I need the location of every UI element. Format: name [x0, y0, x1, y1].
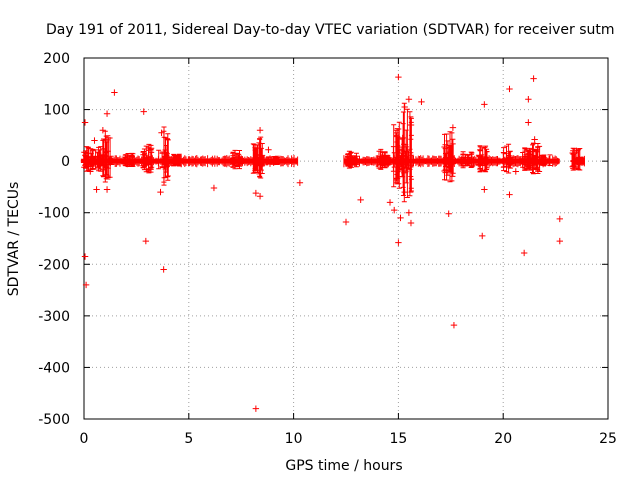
data-point: [256, 193, 264, 200]
y-tick-label: 0: [61, 154, 70, 170]
data-burst: [265, 155, 281, 165]
data-burst: [229, 149, 244, 170]
data-point: [525, 96, 532, 103]
data-point: [342, 218, 350, 226]
x-tick-label: 10: [285, 431, 303, 447]
data-burst: [250, 136, 266, 179]
data-burst: [170, 153, 185, 167]
y-tick-label: -200: [38, 257, 70, 273]
data-burst: [399, 102, 414, 203]
y-tick-label: 200: [43, 51, 70, 67]
data-point: [357, 196, 364, 204]
data-point: [556, 215, 563, 223]
axes: [83, 57, 609, 420]
chart-title: Day 191 of 2011, Sidereal Day-to-day VTE…: [46, 22, 615, 38]
data-point: [405, 209, 413, 216]
data-burst: [474, 145, 490, 173]
y-tick-label: -100: [38, 206, 70, 222]
data-burst: [500, 143, 515, 174]
data-point: [506, 191, 513, 198]
x-tick-label: 15: [389, 431, 407, 447]
data-point: [405, 96, 413, 103]
plot-frame: [83, 57, 609, 420]
data-point: [386, 199, 394, 206]
data-point: [399, 134, 406, 142]
data-point: [252, 405, 260, 412]
data-point: [407, 219, 415, 227]
data-point: [479, 232, 486, 240]
data-point: [252, 189, 260, 197]
data-point: [87, 168, 94, 175]
data-point: [103, 186, 111, 193]
data-point: [140, 108, 147, 115]
data-point: [573, 147, 580, 155]
y-axis-label: SDTVAR / TECUs: [6, 182, 22, 297]
data-burst: [156, 126, 171, 186]
data-point: [556, 237, 563, 245]
x-tick-label: 25: [599, 431, 617, 447]
data-point: [449, 124, 457, 131]
data-burst: [569, 147, 584, 171]
y-tick-label: -500: [38, 412, 70, 428]
data-point: [157, 188, 164, 196]
data-point: [296, 179, 304, 187]
data-point: [401, 103, 408, 111]
data-point: [397, 214, 404, 222]
data-burst: [527, 142, 543, 175]
data-point: [82, 281, 90, 289]
data-point: [265, 146, 272, 153]
data-point: [450, 321, 458, 329]
x-tick-label: 20: [494, 431, 512, 447]
data-point: [111, 89, 118, 96]
data-burst: [99, 130, 114, 183]
data-point: [481, 101, 488, 108]
data-points: [80, 73, 585, 412]
data-burst: [441, 131, 456, 183]
data-point: [531, 136, 538, 143]
data-point: [445, 210, 452, 217]
x-tick-label: 5: [184, 431, 193, 447]
data-point: [160, 266, 167, 273]
y-tick-label: -300: [38, 309, 70, 325]
data-burst: [460, 151, 475, 169]
data-point: [93, 186, 100, 193]
y-tick-label: 100: [43, 103, 70, 119]
data-point: [525, 119, 532, 126]
data-point: [91, 137, 98, 144]
data-point: [99, 127, 107, 134]
data-point: [81, 253, 89, 260]
data-point: [418, 98, 425, 106]
tick-labels: 0 5 10 15 20 25 -500 -400 -300 -200 -100 0 100 200: [38, 51, 617, 447]
data-point: [395, 73, 402, 81]
data-point: [401, 188, 408, 196]
data-point: [506, 85, 513, 93]
data-point: [481, 186, 488, 193]
data-point: [142, 237, 150, 245]
data-point: [103, 110, 111, 117]
data-point: [81, 119, 89, 126]
x-axis-label: GPS time / hours: [285, 458, 402, 474]
data-point: [512, 168, 519, 175]
data-point: [530, 75, 537, 82]
data-burst: [140, 143, 155, 174]
data-burst: [120, 152, 136, 167]
data-burst: [538, 154, 553, 166]
data-point: [395, 239, 402, 246]
data-point: [520, 249, 528, 257]
data-point: [391, 206, 398, 214]
data-burst: [344, 150, 360, 169]
data-point: [407, 121, 415, 129]
data-point: [147, 145, 155, 152]
x-tick-label: 0: [80, 431, 89, 447]
data-burst: [376, 148, 391, 170]
data-point: [256, 127, 264, 134]
data-point: [158, 129, 165, 136]
data-point: [210, 184, 218, 192]
y-tick-label: -400: [38, 360, 70, 376]
